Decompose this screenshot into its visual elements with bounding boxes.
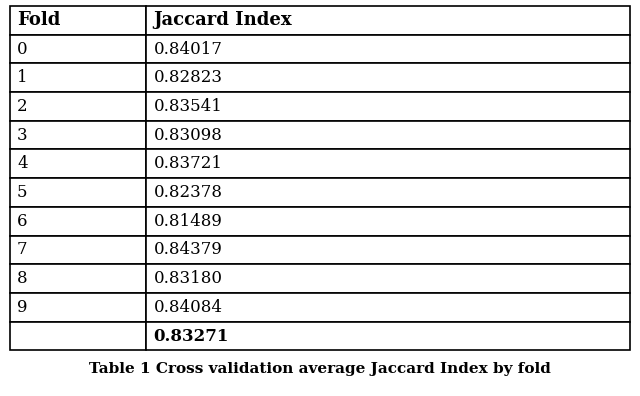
Bar [10, 236, 146, 265]
Text: 0.83098: 0.83098 [154, 127, 223, 144]
Text: 6: 6 [17, 213, 28, 230]
Text: 8: 8 [17, 270, 28, 287]
Text: Jaccard Index: Jaccard Index [154, 11, 292, 29]
Text: 0.81489: 0.81489 [154, 213, 223, 230]
Text: 7: 7 [17, 242, 28, 259]
Bar [146, 293, 630, 322]
Bar [10, 121, 146, 149]
Text: 0: 0 [17, 40, 28, 57]
Bar [146, 149, 630, 178]
Text: 0.83721: 0.83721 [154, 155, 223, 172]
Bar [10, 63, 146, 92]
Bar [146, 92, 630, 121]
Bar [146, 63, 630, 92]
Bar [10, 178, 146, 207]
Text: 0.82378: 0.82378 [154, 184, 223, 201]
Bar [10, 322, 146, 350]
Bar [146, 35, 630, 63]
Text: 0.82823: 0.82823 [154, 69, 223, 86]
Bar [146, 178, 630, 207]
Bar [10, 293, 146, 322]
Text: 0.83541: 0.83541 [154, 98, 223, 115]
Text: 1: 1 [17, 69, 28, 86]
Text: 4: 4 [17, 155, 28, 172]
Text: 0.84084: 0.84084 [154, 299, 223, 316]
Text: Fold: Fold [17, 11, 60, 29]
Text: 0.83271: 0.83271 [154, 327, 229, 345]
Bar [10, 149, 146, 178]
Bar [146, 6, 630, 35]
Text: 0.84017: 0.84017 [154, 40, 223, 57]
Text: 0.83180: 0.83180 [154, 270, 223, 287]
Text: 0.84379: 0.84379 [154, 242, 223, 259]
Bar [10, 265, 146, 293]
Text: 9: 9 [17, 299, 28, 316]
Bar [10, 207, 146, 236]
Bar [146, 322, 630, 350]
Bar [146, 236, 630, 265]
Bar [146, 265, 630, 293]
Text: 3: 3 [17, 127, 28, 144]
Bar [146, 207, 630, 236]
Bar [10, 35, 146, 63]
Bar [10, 6, 146, 35]
Text: Table 1 Cross validation average Jaccard Index by fold: Table 1 Cross validation average Jaccard… [89, 362, 551, 376]
Bar [146, 121, 630, 149]
Text: 5: 5 [17, 184, 28, 201]
Text: 2: 2 [17, 98, 28, 115]
Bar [10, 92, 146, 121]
